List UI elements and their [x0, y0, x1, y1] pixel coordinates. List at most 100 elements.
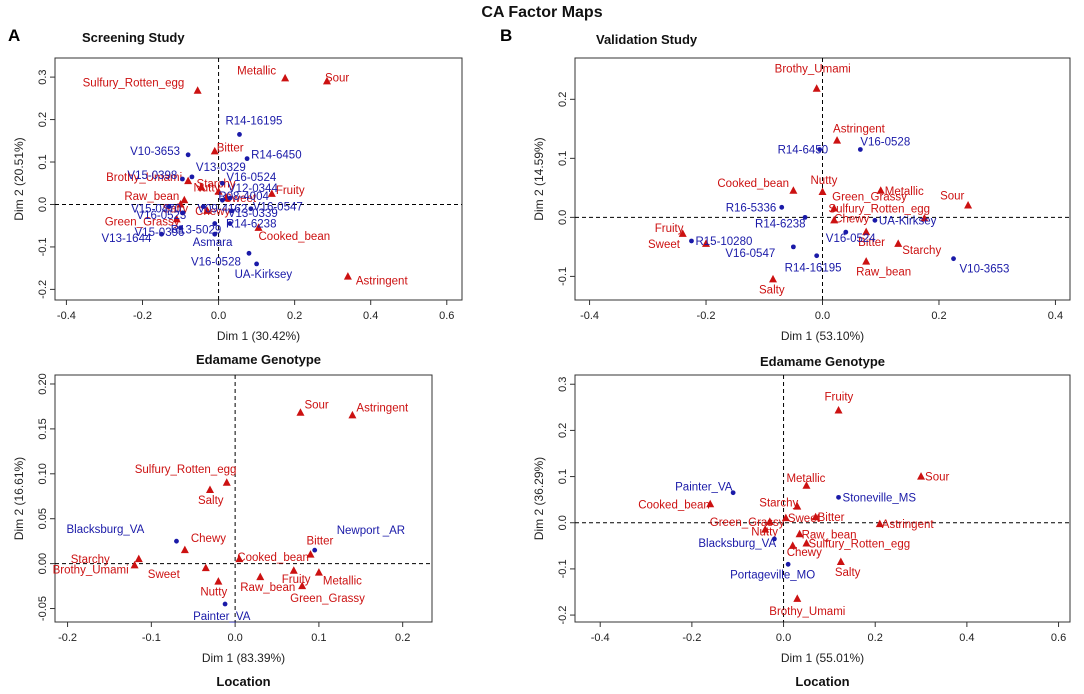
screening-genotype-label-sweet: Sweet [224, 193, 257, 205]
validation-genotype-xtick-label: 0.2 [931, 310, 946, 322]
validation-genotype-point-starchy [894, 239, 903, 247]
screening-genotype-point-v15-0396 [178, 225, 183, 231]
screening-location-label-nutty: Nutty [200, 587, 227, 599]
validation-location-ytick-label: 0.1 [557, 469, 569, 484]
screening-genotype-point-bitter [210, 146, 219, 155]
validation-genotype-label-astringent: Astringent [833, 124, 886, 136]
screening-location-label-astringent: Astringent [356, 402, 409, 414]
validation-genotype-label-r16-5336: R16-5336 [726, 202, 777, 214]
screening-genotype-label-v16-0547: V16-0547 [253, 202, 303, 214]
screening-location-xtick-label: -0.1 [142, 632, 161, 644]
validation-genotype-label-r15-10280: R15-10280 [695, 236, 752, 248]
screening-genotype-point-v16-0523 [180, 210, 185, 216]
screening-genotype-point-v10-3653 [185, 152, 191, 158]
screening-genotype-point-v13-0339 [229, 208, 235, 214]
validation-location-xtick-label: 0.6 [1051, 632, 1066, 644]
screening-genotype-label-r14-6450: R14-6450 [251, 150, 302, 162]
screening-genotype-label-v15-0396: V15-0396 [135, 227, 185, 239]
screening-location-point-sweet [201, 563, 210, 572]
screening-location-xtick-label: -0.2 [58, 632, 77, 644]
screening-location-point-newport-ar [312, 547, 318, 553]
validation-location-xtick-label: -0.4 [591, 632, 610, 644]
screening-genotype-label-raw-bean: Raw_bean [124, 191, 179, 203]
screening-genotype-label-v12-0344: V12-0344 [228, 183, 278, 195]
screening-location-label-sulfury-rotten-egg: Sulfury_Rotten_egg [135, 464, 237, 476]
screening-genotype-label-r14-16195: R14-16195 [225, 115, 282, 127]
validation-genotype-point-nutty [818, 187, 827, 195]
screening-location-point-salty [205, 485, 214, 493]
validation-genotype-point-astringent [833, 136, 842, 144]
screening-location-ytick-label: 0.00 [37, 553, 49, 574]
screening-genotype-point-v15-0470 [166, 204, 172, 209]
validation-location-ytick-label: 0.3 [557, 377, 569, 392]
validation-genotype-label-salty: Salty [759, 284, 785, 296]
screening-genotype-label-v15-0398: V15-0398 [127, 170, 177, 182]
screening-genotype-label-r08-4004: R08-4004 [218, 191, 269, 203]
validation-genotype-point-salty [769, 274, 777, 283]
screening-genotype-point-starchy [214, 187, 223, 195]
screening-genotype-label-cooked-bean: Cooked_bean [259, 231, 331, 243]
screening-location-label-metallic: Metallic [323, 576, 362, 588]
validation-location-ytick-label: 0.0 [557, 515, 569, 530]
screening-genotype-label-v10-3653: V10-3653 [130, 146, 180, 158]
validation-genotype-point-chewy [830, 215, 839, 224]
screening-location-label-fruity: Fruity [282, 574, 311, 586]
screening-genotype-point-brothy-umami [184, 176, 193, 185]
screening-location-point-metallic [314, 568, 323, 576]
screening-location-label-brothy-umami: Brothy_Umami [53, 564, 129, 576]
screening-genotype-label-nutty: Nutty [193, 182, 220, 194]
validation-location-label-stoneville-ms: Stoneville_MS [843, 492, 917, 504]
screening-location-point-starchy [134, 554, 143, 563]
screening-genotype-label-astringent: Astringent [356, 276, 409, 288]
validation-genotype-label-fruity: Fruity [655, 223, 684, 235]
screening-genotype-label-metallic: Metallic [237, 65, 276, 77]
screening-location-xlabel: Dim 1 (83.39%) [202, 651, 285, 665]
validation-genotype-label-nutty: Nutty [811, 175, 838, 187]
screening-location-label-chewy: Chewy [191, 533, 226, 545]
screening-location-point-chewy [180, 545, 189, 554]
validation-genotype-ytick-label: 0.1 [557, 151, 569, 166]
screening-location-label-green-grassy: Green_Grassy [290, 593, 365, 605]
screening-genotype-label-sour: Sour [325, 72, 349, 84]
screening-location-point-fruity [289, 566, 298, 574]
validation-genotype-label-chewy: Chewy [834, 213, 869, 225]
screening-genotype-point-v12-0344 [227, 195, 233, 201]
screening-location-xtick-label: 0.1 [311, 632, 326, 644]
validation-genotype-point-sulfury-rotten-egg [920, 214, 929, 222]
screening-genotype-label-v15-0470: V15-0470 [131, 204, 181, 216]
validation-location-ytick-label: 0.2 [557, 423, 569, 438]
validation-location-label-raw-bean: Raw_bean [802, 529, 857, 541]
validation-genotype-label-starchy: Starchy [902, 245, 941, 257]
validation-genotype-label-cooked-bean: Cooked_bean [717, 178, 789, 190]
screening-location-label-salty: Salty [198, 495, 224, 507]
validation-location-point-fruity [834, 406, 843, 414]
screening-genotype-ytick-label: -0.1 [37, 237, 49, 256]
validation-genotype-point-v16-0528 [857, 147, 863, 152]
validation-genotype-xlabel: Dim 1 (53.10%) [781, 329, 864, 343]
validation-genotype-point-r14-16195 [814, 253, 820, 259]
validation-location-point-sweet [781, 513, 790, 522]
validation-location-frame [574, 374, 1071, 623]
screening-location-label-cooked-bean: Cooked_bean [237, 552, 309, 564]
validation-genotype-caption: Edamame Genotype [760, 354, 885, 369]
screening-study-title: Screening Study [82, 30, 185, 45]
screening-genotype-point-r08-4004 [219, 197, 225, 203]
screening-genotype-ytick-label: 0.2 [37, 112, 49, 127]
validation-genotype-label-v16-0547: V16-0547 [725, 248, 775, 260]
screening-genotype-point-v09-4162 [200, 204, 206, 209]
validation-location-xlabel: Dim 1 (55.01%) [781, 651, 864, 665]
screening-genotype-label-sulfury-rotten-egg: Sulfury_Rotten_egg [83, 78, 185, 90]
screening-genotype-point-v16-0524 [219, 180, 225, 186]
screening-genotype-point-fruity [267, 189, 276, 197]
validation-genotype-label-raw-bean: Raw_bean [856, 267, 911, 279]
validation-genotype-xtick-label: -0.2 [697, 310, 716, 322]
validation-genotype-point-ua-kirksey [872, 217, 878, 223]
screening-genotype-point-asmara [212, 231, 218, 237]
validation-location-ylabel: Dim 2 (36.29%) [532, 457, 546, 540]
validation-location-point-stoneville-ms [836, 494, 841, 500]
screening-genotype-point-cooked-bean [254, 223, 263, 231]
validation-location-label-blacksburg-va: Blacksburg_VA [698, 538, 776, 550]
screening-genotype-point-metallic [281, 73, 290, 82]
validation-genotype-point-v16-0524 [843, 229, 849, 235]
screening-location-point-nutty [214, 577, 223, 585]
